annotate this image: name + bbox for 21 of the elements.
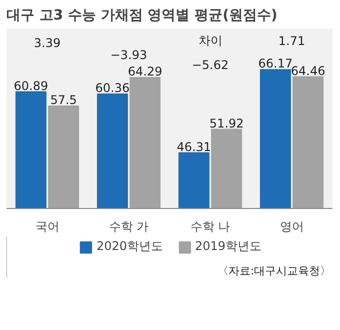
text: 〈자료:대구시교육청〉 — [218, 264, 332, 278]
data-label: 64.46 — [290, 64, 326, 78]
chart-title: 대구 고3 수능 가채점 영역별 평균(원점수) — [6, 8, 278, 24]
annotation: 3.39 — [34, 36, 61, 50]
annotation: 1.71 — [278, 34, 306, 48]
x-tick-label: 수학 나 — [190, 220, 230, 234]
x-tick-label: 국어 — [35, 220, 60, 234]
data-label: 46.31 — [176, 140, 212, 154]
data-label: 60.36 — [95, 80, 130, 95]
x-tick-label: 영어 — [280, 220, 304, 234]
data-label: 51.92 — [209, 116, 244, 130]
data-label: 57.5 — [50, 92, 77, 107]
annotation: −5.62 — [192, 58, 229, 72]
x-tick-label: 수학 가 — [108, 220, 149, 234]
legend-label: 2019학년도 — [195, 238, 262, 255]
annotation: −3.93 — [110, 48, 148, 62]
annotation: 차이 — [198, 34, 222, 48]
data-label: 66.17 — [258, 56, 293, 71]
legend-label: 2020학년도 — [96, 238, 163, 255]
data-label: 64.29 — [128, 64, 162, 79]
data-label: 60.89 — [14, 78, 48, 93]
